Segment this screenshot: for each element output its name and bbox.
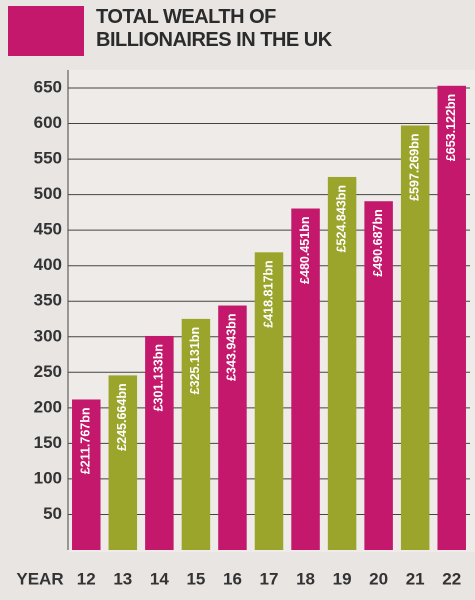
value-label: £480.451bn: [298, 217, 312, 284]
title-swatch: [8, 6, 84, 56]
value-label: £325.131bn: [188, 327, 202, 394]
chart-title: TOTAL WEALTH OF BILLIONAIRES IN THE UK: [96, 6, 332, 51]
x-tick-label: 15: [186, 569, 205, 588]
value-label: £343.943bn: [225, 314, 239, 381]
y-tick-label: 250: [34, 362, 62, 381]
x-tick-label: 16: [223, 569, 242, 588]
y-tick-label: 50: [43, 504, 62, 523]
bar: [291, 208, 320, 551]
bar: [108, 375, 138, 550]
y-tick-label: 550: [34, 149, 62, 168]
bar: [327, 176, 357, 550]
x-tick-label: 14: [150, 569, 169, 588]
y-tick-label: 300: [34, 326, 62, 345]
y-tick-label: 500: [34, 184, 62, 203]
value-label: £597.269bn: [407, 133, 421, 200]
value-label: £653.122bn: [444, 94, 458, 161]
x-tick-label: 22: [442, 569, 461, 588]
bar: [437, 85, 466, 550]
bar: [364, 201, 393, 550]
value-label: £301.133bn: [152, 344, 166, 411]
bar: [145, 335, 174, 550]
x-tick-label: 19: [333, 569, 352, 588]
y-tick-label: 400: [34, 255, 62, 274]
bar: [400, 125, 430, 550]
x-axis-label: YEAR: [16, 569, 63, 588]
bar: [72, 399, 101, 550]
y-tick-label: 650: [34, 77, 62, 96]
bar: [218, 305, 247, 550]
value-label: £418.817bn: [261, 260, 275, 327]
y-tick-label: 100: [34, 468, 62, 487]
x-tick-label: 18: [296, 569, 315, 588]
value-label: £245.664bn: [115, 383, 129, 450]
y-tick-label: 350: [34, 291, 62, 310]
bar: [181, 318, 211, 550]
value-label: £211.767bn: [79, 407, 93, 474]
x-tick-label: 12: [77, 569, 96, 588]
y-tick-label: 600: [34, 113, 62, 132]
x-tick-label: 20: [369, 569, 388, 588]
y-tick-label: 200: [34, 397, 62, 416]
value-label: £490.687bn: [371, 209, 385, 276]
y-tick-label: 450: [34, 220, 62, 239]
bar: [254, 252, 284, 551]
value-label: £524.843bn: [334, 185, 348, 252]
x-tick-label: 13: [113, 569, 132, 588]
x-tick-label: 17: [260, 569, 279, 588]
x-tick-label: 21: [406, 569, 425, 588]
y-tick-label: 150: [34, 433, 62, 452]
